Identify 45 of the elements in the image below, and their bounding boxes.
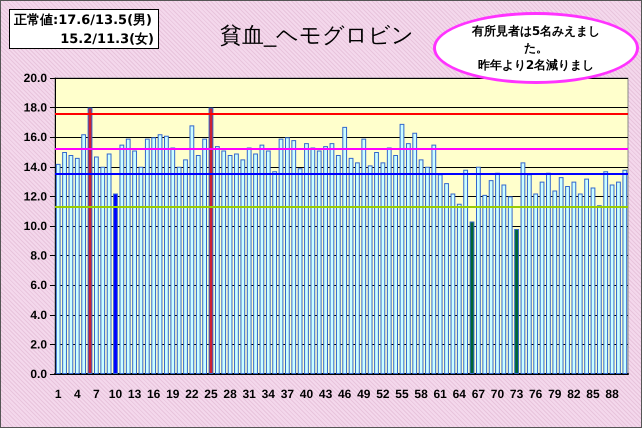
x-tick-label: 76 (529, 387, 543, 401)
y-tick-label: 12.0 (24, 189, 48, 204)
x-tick-label: 88 (605, 387, 620, 401)
x-tick-label: 40 (300, 387, 314, 401)
x-tick-label: 4 (74, 387, 81, 401)
x-tick-label: 73 (510, 387, 524, 401)
y-tick-label: 18.0 (24, 100, 48, 115)
x-tick-label: 19 (166, 387, 180, 401)
x-tick-label: 85 (586, 387, 600, 401)
x-tick-label: 22 (185, 387, 199, 401)
x-tick-label: 10 (108, 387, 122, 401)
x-tick-label: 31 (242, 387, 256, 401)
y-tick-label: 10.0 (24, 219, 48, 233)
text: 15.2/11.3(女) (59, 31, 154, 49)
x-tick-label: 43 (318, 387, 333, 401)
x-tick-label: 49 (357, 387, 371, 401)
x-tick-label: 28 (223, 387, 238, 401)
x-tick-label: 13 (128, 387, 142, 401)
y-tick-label: 6.0 (30, 278, 48, 292)
x-tick-label: 79 (548, 387, 562, 401)
y-tick-label: 8.0 (30, 248, 48, 263)
x-tick-label: 61 (434, 387, 448, 401)
x-tick-label: 82 (567, 387, 581, 401)
x-tick-label: 55 (395, 387, 409, 401)
x-tick-label: 67 (472, 387, 486, 401)
x-tick-label: 64 (452, 387, 466, 401)
x-tick-label: 25 (204, 387, 218, 401)
x-tick-label: 52 (376, 387, 390, 401)
x-tick-label: 46 (338, 387, 352, 401)
y-tick-label: 0.0 (30, 367, 48, 381)
text: 正常値:17.6/13.5(男) (14, 12, 153, 30)
y-tick-label: 2.0 (30, 337, 48, 352)
ellipse-callout: 有所見者は5名みえました。 昨年より2名減りまし (433, 12, 639, 84)
y-tick-label: 16.0 (24, 130, 48, 144)
x-tick-label: 1 (54, 387, 62, 401)
y-tick-label: 20.0 (24, 71, 48, 85)
y-tick-label: 14.0 (24, 160, 48, 174)
x-tick-label: 16 (147, 387, 161, 401)
x-tick-label: 58 (414, 387, 428, 401)
x-tick-label: 7 (93, 387, 100, 401)
chart-title: 貧血_ヘモグロビン (220, 22, 414, 48)
x-tick-label: 37 (280, 387, 294, 401)
y-tick-label: 4.0 (30, 308, 48, 322)
x-tick-label: 34 (262, 387, 276, 401)
x-tick-label: 70 (490, 387, 504, 401)
